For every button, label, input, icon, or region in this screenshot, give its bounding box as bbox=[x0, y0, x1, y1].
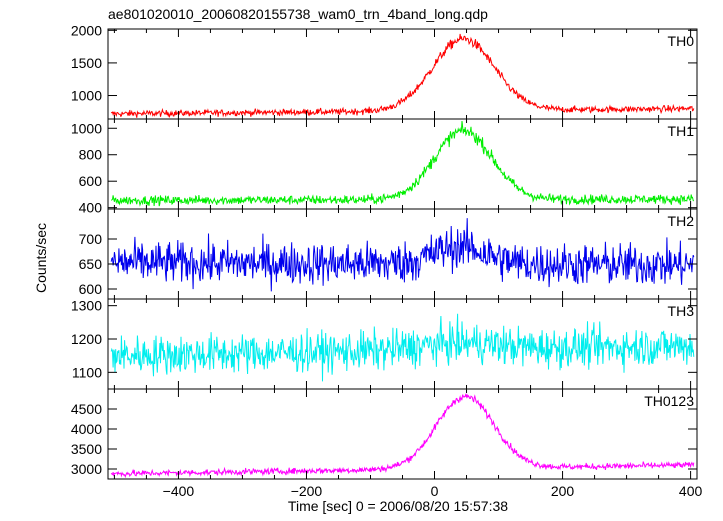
y-tick-label: 800 bbox=[79, 147, 103, 163]
y-tick-label: 650 bbox=[79, 256, 103, 272]
y-tick-label: 2000 bbox=[71, 22, 102, 38]
panel-label-th2: TH2 bbox=[668, 213, 695, 229]
y-tick-label: 3000 bbox=[71, 461, 102, 477]
x-tick-label: −400 bbox=[163, 483, 195, 499]
series-line-th3 bbox=[110, 313, 695, 382]
series-line-th0 bbox=[110, 33, 695, 119]
x-axis-label: Time [sec] 0 = 2006/08/20 15:57:38 bbox=[288, 498, 508, 514]
x-tick-label: 400 bbox=[679, 483, 703, 499]
panel-frame-th0 bbox=[107, 28, 698, 120]
panel-label-th0123: TH0123 bbox=[644, 393, 694, 409]
x-tick-label: 200 bbox=[551, 483, 575, 499]
y-tick-label: 700 bbox=[79, 231, 103, 247]
chart-title: ae801020010_20060820155738_wam0_trn_4ban… bbox=[108, 6, 488, 22]
y-tick-label: 1500 bbox=[71, 55, 102, 71]
series-line-th2 bbox=[110, 218, 695, 292]
panel-frame-th2 bbox=[107, 208, 698, 300]
y-axis-label: Counts/sec bbox=[33, 223, 49, 293]
y-tick-label: 1100 bbox=[72, 364, 102, 380]
panel-label-th3: TH3 bbox=[668, 303, 695, 319]
series-line-th0123 bbox=[110, 393, 695, 479]
y-tick-label: 600 bbox=[79, 281, 103, 297]
y-tick-label: 1300 bbox=[71, 298, 102, 314]
y-tick-label: 4000 bbox=[71, 421, 102, 437]
y-tick-label: 1000 bbox=[71, 88, 102, 104]
y-tick-label: 3500 bbox=[71, 441, 102, 457]
panel-label-th0: TH0 bbox=[668, 33, 695, 49]
panel-frame-th1 bbox=[107, 118, 698, 210]
y-tick-label: 1000 bbox=[71, 120, 102, 136]
y-tick-label: 600 bbox=[79, 173, 103, 189]
x-tick-label: 0 bbox=[431, 483, 439, 499]
x-tick-label: −200 bbox=[291, 483, 323, 499]
series-line-th1 bbox=[110, 120, 695, 207]
y-tick-label: 1200 bbox=[71, 331, 102, 347]
y-tick-label: 4500 bbox=[71, 401, 102, 417]
panel-label-th1: TH1 bbox=[668, 123, 695, 139]
y-tick-label: 400 bbox=[79, 200, 103, 216]
